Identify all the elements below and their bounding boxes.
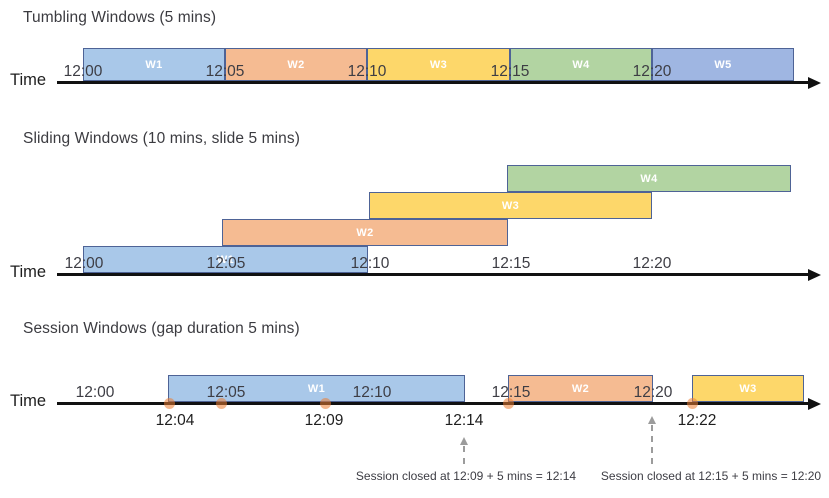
axis-tick-label: 12:10: [347, 63, 387, 80]
arrow-shaft: [651, 425, 653, 464]
window-label: W3: [501, 199, 520, 212]
window-box-w2: W2: [222, 219, 508, 246]
axis-tick-label: 12:20: [632, 63, 672, 80]
axis-tick-label: 12:05: [206, 255, 246, 272]
axis-tick-label: 12:00: [75, 384, 115, 401]
event-dot: [163, 398, 175, 409]
axis-tick-label: 12:15: [491, 384, 531, 401]
axis-tick-label: 12:05: [206, 384, 246, 401]
arrow-head: [648, 416, 656, 424]
window-box-w5: W5: [652, 48, 794, 81]
event-time-label: 12:14: [444, 412, 484, 429]
session-time-axis-label: Time: [10, 392, 47, 410]
event-dot: [319, 398, 331, 409]
tumbling-time-axis-line: [57, 76, 821, 89]
window-box-w1: W1: [83, 246, 368, 273]
tumbling-section-title: Tumbling Windows (5 mins): [23, 9, 217, 26]
window-label: W2: [287, 58, 305, 71]
tumbling-time-axis-label: Time: [10, 71, 47, 89]
sliding-time-axis-line: [57, 268, 821, 281]
session-time-axis-line: [57, 397, 821, 410]
window-box-w3: W3: [367, 48, 510, 81]
axis-tick-label: 12:05: [205, 63, 245, 80]
axis-tick-label: 12:20: [632, 255, 672, 272]
sliding-time-axis-label: Time: [10, 263, 47, 281]
sliding-section-title: Sliding Windows (10 mins, slide 5 mins): [23, 130, 300, 147]
axis-arrowhead-icon: [808, 268, 821, 281]
event-dot: [502, 398, 514, 409]
axis-arrowhead-icon: [808, 76, 821, 89]
window-label: W2: [571, 382, 590, 395]
window-label: W4: [572, 58, 590, 71]
axis-arrowhead-icon: [808, 397, 821, 410]
dashed-arrow-up-icon: [460, 437, 468, 464]
session-closed-annotation: Session closed at 12:09 + 5 mins = 12:14: [355, 469, 577, 483]
window-box-w1: W1: [168, 375, 465, 402]
window-box-w2: W2: [508, 375, 653, 402]
axis-tick-label: 12:10: [350, 255, 390, 272]
axis-tick-label: 12:00: [63, 63, 103, 80]
window-label: W3: [429, 58, 448, 71]
window-box-w4: W4: [507, 165, 791, 192]
window-box-w3: W3: [692, 375, 804, 402]
arrow-shaft: [463, 446, 465, 464]
event-time-label: 12:09: [304, 412, 344, 429]
axis-tick-label: 12:20: [633, 384, 673, 401]
window-label: W2: [356, 226, 374, 239]
arrow-head: [460, 437, 468, 445]
event-time-label: 12:22: [677, 412, 717, 429]
axis-tick-label: 12:10: [352, 384, 392, 401]
event-dot: [686, 398, 698, 409]
event-dot: [215, 398, 227, 409]
window-box-w4: W4: [510, 48, 652, 81]
window-label: W1: [216, 253, 235, 266]
window-box-w3: W3: [369, 192, 652, 219]
window-label: W4: [640, 172, 658, 185]
window-box-w1: W1: [83, 48, 225, 81]
window-box-w2: W2: [225, 48, 367, 81]
window-label: W1: [145, 58, 163, 71]
axis-tick-label: 12:00: [64, 255, 104, 272]
session-section-title: Session Windows (gap duration 5 mins): [23, 320, 300, 337]
axis-tick-label: 12:15: [490, 63, 530, 80]
session-closed-annotation: Session closed at 12:15 + 5 mins = 12:20: [600, 469, 822, 483]
window-label: W3: [739, 382, 757, 395]
window-label: W1: [307, 382, 326, 395]
event-time-label: 12:04: [155, 412, 195, 429]
window-label: W5: [714, 58, 732, 71]
axis-tick-label: 12:15: [491, 255, 531, 272]
dashed-arrow-up-icon: [648, 416, 656, 464]
